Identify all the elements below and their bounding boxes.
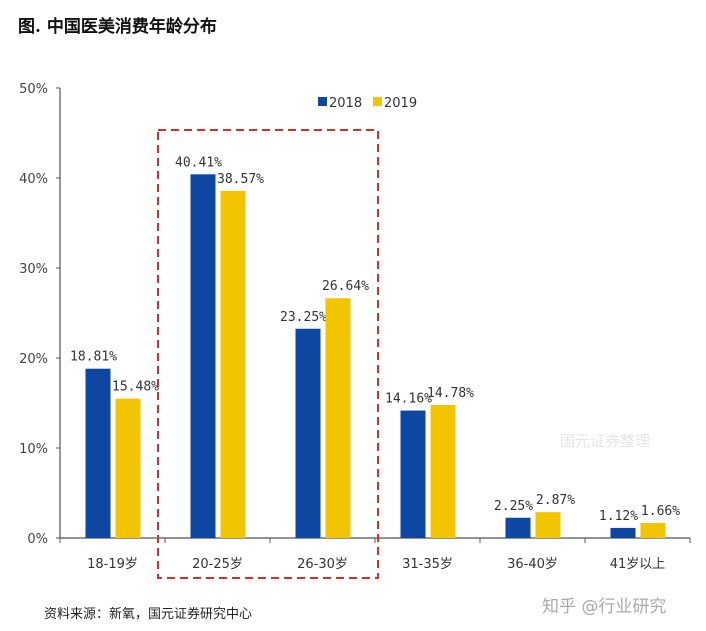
watermark: 知乎 @行业研究 (542, 597, 667, 617)
data-label-2019: 2.87% (536, 493, 575, 508)
x-tick-label: 41岁以上 (610, 557, 666, 572)
legend-swatch-2018 (318, 97, 327, 106)
highlight-box (157, 129, 379, 579)
inner-watermark: 国元证券整理 (560, 432, 651, 450)
x-tick-label: 31-35岁 (402, 557, 453, 572)
data-label-2018: 40.41% (175, 155, 222, 170)
data-label-2019: 14.78% (427, 386, 474, 401)
bar-2019 (325, 298, 351, 538)
x-tick-label: 20-25岁 (192, 557, 243, 572)
y-tick-label: 10% (19, 442, 48, 457)
data-label-2019: 38.57% (217, 172, 264, 187)
bar-2019 (535, 512, 561, 538)
bar-2018 (400, 410, 426, 538)
data-label-2019: 1.66% (641, 504, 680, 519)
bar-2019 (220, 190, 246, 538)
data-label-2018: 1.12% (599, 509, 638, 524)
data-label-2018: 18.81% (70, 350, 117, 365)
y-tick-label: 20% (19, 352, 48, 367)
bar-2019 (640, 523, 666, 538)
legend-label: 2019 (384, 96, 417, 111)
y-tick-label: 40% (19, 172, 48, 187)
bar-2018 (610, 527, 636, 538)
x-tick-label: 26-30岁 (297, 557, 348, 572)
source-note: 资料来源：新氧，国元证券研究中心 (44, 607, 253, 622)
data-label-2018: 2.25% (494, 499, 533, 514)
x-tick-label: 18-19岁 (87, 557, 138, 572)
bar-2018 (295, 328, 321, 538)
bar-2018 (85, 368, 111, 538)
bar-2019 (115, 398, 141, 538)
data-label-2018: 23.25% (280, 310, 327, 325)
data-label-2018: 14.16% (385, 392, 432, 407)
data-label-2019: 15.48% (112, 380, 159, 395)
bar-2018 (505, 517, 531, 538)
legend-swatch-2019 (373, 97, 382, 106)
legend-label: 2018 (329, 96, 362, 111)
y-tick-label: 50% (19, 82, 48, 97)
bar-2019 (430, 404, 456, 538)
chart-title: 图. 中国医美消费年龄分布 (18, 17, 217, 37)
y-tick-label: 0% (27, 532, 48, 547)
x-tick-label: 36-40岁 (507, 557, 558, 572)
data-label-2019: 26.64% (322, 279, 369, 294)
bar-2018 (190, 174, 216, 538)
y-tick-label: 30% (19, 262, 48, 277)
